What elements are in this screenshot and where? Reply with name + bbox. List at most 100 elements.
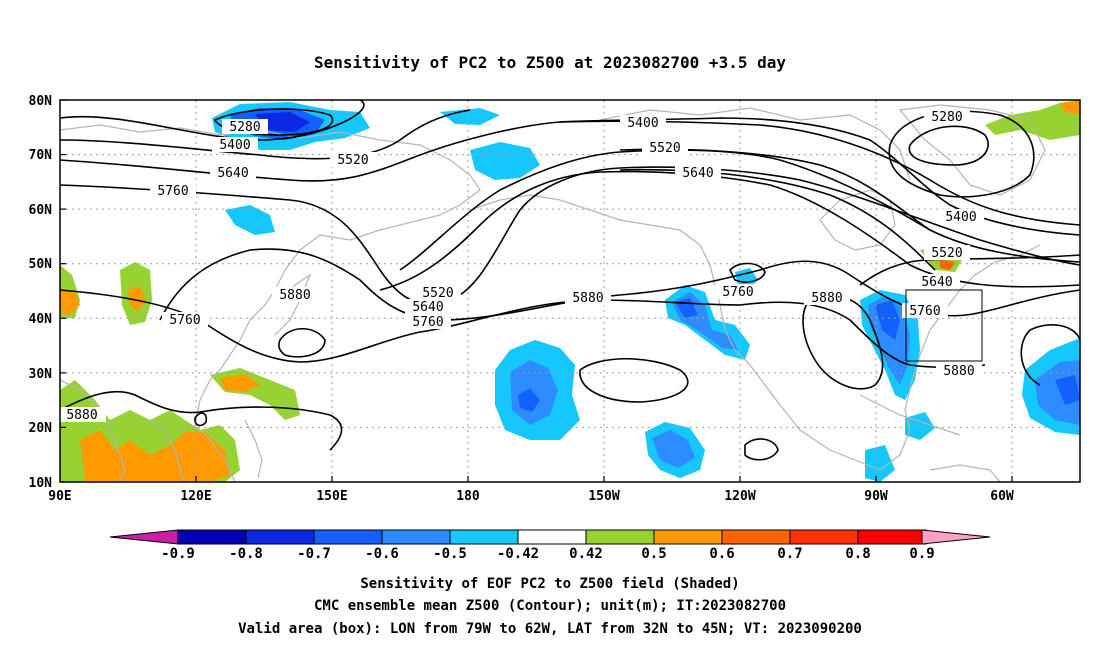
lat-label: 10N (29, 476, 53, 491)
contour-label: 5880 (272, 287, 318, 303)
contour-label: 5280 (222, 119, 268, 135)
shade-negative-caribbean2 (865, 445, 895, 482)
svg-text:5520: 5520 (422, 286, 453, 301)
svg-text:5880: 5880 (66, 408, 97, 423)
contour-label: 5520 (924, 245, 970, 261)
lat-label: 80N (29, 94, 53, 109)
svg-text:5640: 5640 (682, 166, 713, 181)
coast-east-asia (194, 214, 441, 482)
lon-label: 120E (180, 489, 211, 504)
coast-na-east (879, 244, 1041, 471)
map-frame (59, 99, 1081, 483)
lat-label: 30N (29, 367, 53, 382)
lat-label: 60N (29, 203, 53, 218)
contour-label: 5520 (415, 285, 461, 301)
colorbar-label: 0.5 (641, 546, 666, 562)
contour-5880-atlantic (1029, 324, 1080, 341)
contour-label: 5760 (162, 312, 208, 328)
contour-5880-sw (60, 390, 343, 451)
contour-5880-east (802, 295, 884, 390)
contour-label: 5640 (405, 299, 451, 315)
coast-alaska (469, 194, 716, 286)
lat-label: 40N (29, 312, 53, 327)
colorbar-label: -0.7 (297, 546, 331, 562)
graticule (60, 100, 1080, 482)
colorbar-label: 0.42 (569, 546, 603, 562)
svg-text:5880: 5880 (943, 364, 974, 379)
colorbar-cell (789, 529, 859, 545)
contour-5880-pacific-low (579, 358, 689, 403)
contour-label: 5880 (804, 290, 850, 306)
colorbar-cell (313, 529, 383, 545)
contour-5880-sub (60, 289, 986, 369)
colorbar-cell (245, 529, 315, 545)
shade-orange-west (60, 290, 80, 315)
figure-title: Sensitivity of PC2 to Z500 at 2023082700… (314, 53, 786, 72)
shade-orange-greenland (1060, 100, 1080, 115)
contour-label: 5880 (60, 407, 106, 423)
shade-negative-pacific-deep (518, 388, 540, 412)
colorbar-cell (517, 529, 587, 545)
colorbar-cell (381, 529, 451, 545)
contour-label: 5880 (565, 290, 611, 306)
shade-negative-baja-core (652, 430, 695, 468)
lon-label: 150E (316, 489, 347, 504)
colorbar-cells (177, 529, 927, 545)
lat-label: 50N (29, 257, 53, 272)
svg-text:5880: 5880 (279, 288, 310, 303)
svg-text:5760: 5760 (169, 313, 200, 328)
contour-label: 5760 (715, 284, 761, 300)
shade-negative-bering (470, 142, 540, 180)
shade-orange-india (80, 430, 230, 482)
svg-text:5400: 5400 (945, 210, 976, 225)
contour-label: 5520 (330, 152, 376, 168)
colorbar-label: 0.6 (709, 546, 734, 562)
coastlines (60, 104, 1046, 482)
svg-text:5760: 5760 (412, 315, 443, 330)
shade-negative-arctic2 (440, 108, 500, 125)
contour-labels: 5280 5400 5520 5640 5760 5760 5880 5880 … (60, 109, 984, 423)
contour-label: 5400 (938, 209, 984, 225)
shade-negative-eastus-deep (875, 300, 900, 340)
shade-negative-pacific-core (510, 360, 558, 425)
coast-philippines (244, 419, 263, 479)
svg-text:5880: 5880 (811, 291, 842, 306)
lat-label: 70N (29, 148, 53, 163)
lon-label: 180 (456, 489, 480, 504)
longitude-labels: 90E 120E 150E 180 150W 120W 90W 60W (48, 489, 1014, 504)
shade-orange-scs (220, 374, 260, 392)
contour-5400-siberia (60, 100, 365, 141)
contour-5280-greenland (908, 125, 989, 166)
colorbar-cell (653, 529, 723, 545)
colorbar-cell (721, 529, 791, 545)
coast-asia-north (60, 124, 481, 216)
lon-label: 150W (588, 489, 619, 504)
colorbar-cell (585, 529, 655, 545)
contour-5880-low-gulf (744, 438, 779, 461)
colorbar-label: -0.9 (161, 546, 195, 562)
svg-text:5400: 5400 (627, 116, 658, 131)
shade-orange-labrador (940, 260, 955, 270)
colorbar-cell (449, 529, 519, 545)
svg-text:5280: 5280 (931, 110, 962, 125)
svg-text:5760: 5760 (157, 184, 188, 199)
map-panel: 5280 5400 5520 5640 5760 5760 5880 5880 … (59, 99, 1081, 483)
svg-text:5280: 5280 (229, 120, 260, 135)
colorbar-labels: -0.9 -0.8 -0.7 -0.6 -0.5 -0.42 0.42 0.5 … (161, 546, 935, 562)
coast-india (60, 379, 126, 482)
shade-negative-arctic-deep (255, 112, 310, 132)
sensitivity-shading (60, 100, 1080, 482)
latitude-labels: 80N 70N 60N 50N 40N 30N 20N 10N (29, 94, 53, 491)
colorbar-low-end (109, 529, 179, 545)
lon-label: 90W (864, 489, 888, 504)
contour-small-low-asia (194, 412, 208, 427)
shade-negative-atlantic-deep (1055, 375, 1080, 405)
colorbar-label: 0.8 (845, 546, 870, 562)
contour-label: 5400 (212, 137, 258, 153)
footer-line-2: CMC ensemble mean Z500 (Contour); unit(m… (314, 598, 786, 614)
lon-label: 90E (48, 489, 71, 504)
contour-5880-low-asia (278, 327, 326, 358)
shade-negative-eastus-core (868, 296, 910, 385)
colorbar-label: 0.7 (777, 546, 802, 562)
